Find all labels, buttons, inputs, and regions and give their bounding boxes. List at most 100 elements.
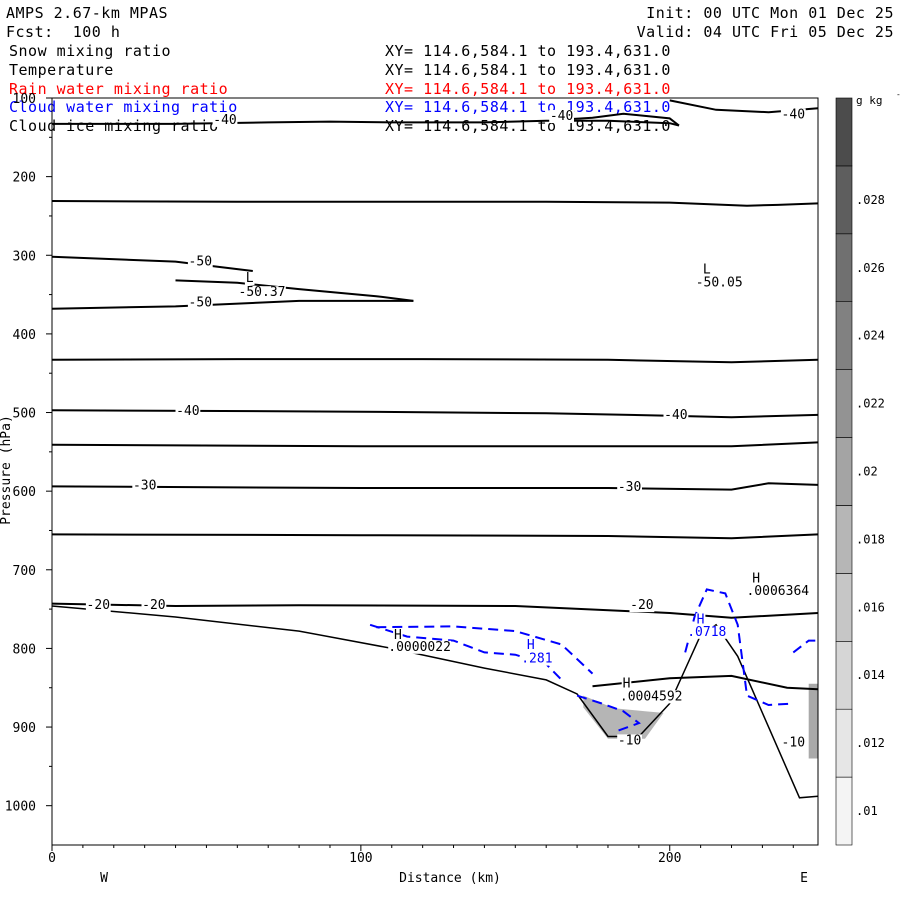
colorbar-bin [835, 97, 853, 167]
direction-east: E [800, 871, 808, 886]
field-name: Rain water mixing ratio [9, 80, 229, 98]
contour-label: -40 [213, 113, 236, 128]
colorbar-label: .022 [856, 397, 885, 411]
colorbar-label: .018 [856, 532, 885, 546]
colorbar-bin [835, 708, 853, 778]
contour-label: -10 [618, 733, 641, 748]
annotation-bg [746, 585, 810, 598]
colorbar: .01 .012 .014 .016 .018 .02 .022 .024 .026 .028 g … [835, 90, 900, 846]
contour-label: -10 [782, 736, 805, 751]
contour-label: -20 [142, 598, 165, 613]
cloud-ice-shading-layer [583, 683, 818, 759]
temperature-contour [51, 602, 819, 619]
contour-label: -50 [189, 295, 212, 310]
annotation-bg [695, 276, 743, 290]
colorbar-bin [835, 437, 853, 506]
annotation-bg [663, 408, 689, 422]
annotation-bg [780, 108, 806, 122]
x-tick-label: 200 [658, 851, 681, 866]
annotation-bg [617, 481, 642, 495]
annotation-bg [187, 296, 213, 310]
contour-label: H [527, 638, 535, 653]
temperature-contour [51, 200, 819, 207]
temperature-contour [51, 441, 819, 448]
annotation-bg [212, 113, 238, 127]
annotation-bg [388, 640, 451, 654]
annotation-bg [520, 652, 554, 666]
y-tick-label: 600 [13, 485, 36, 500]
contour-label: -30 [133, 479, 156, 494]
contour-label: H [752, 571, 760, 586]
cloud-ice-shade [583, 695, 664, 739]
y-tick-label: 200 [13, 171, 36, 186]
colorbar-label: .024 [856, 329, 885, 343]
contour-label: -40 [664, 408, 687, 423]
annotation-bg [751, 572, 761, 586]
annotation-bg [526, 639, 536, 653]
cloud-ice-shade [808, 683, 818, 759]
temperature-contour [555, 112, 680, 127]
colorbar-label: .012 [856, 736, 885, 750]
forecast-hour: Fcst: 100 h [6, 23, 121, 41]
y-tick-label: 700 [13, 564, 36, 579]
colorbar-bin [835, 369, 853, 438]
annotation-bg [141, 599, 167, 613]
annotation-bg [393, 629, 403, 642]
cloud-water-contour [576, 694, 641, 732]
colorbar-label: .028 [856, 193, 885, 207]
annotation-bg [702, 263, 712, 277]
annotation-bg [175, 404, 201, 418]
contour-label: -50.05 [696, 276, 743, 291]
annotation-bg [617, 734, 642, 748]
annotation-bg [695, 613, 706, 627]
plot-frame [51, 97, 819, 846]
y-tick-label: 900 [13, 721, 36, 736]
field-name: Cloud water mixing ratio [9, 98, 238, 116]
y-tick-label: 300 [13, 249, 36, 264]
colorbar-bin [835, 301, 853, 370]
y-axis-label: Pressure (hPa) [0, 415, 14, 525]
annotation-bg [621, 677, 632, 691]
annotation-bg [686, 625, 727, 639]
contour-label: .0000022 [388, 640, 451, 655]
temperature-contour [51, 533, 819, 540]
x-tick-label: 100 [349, 851, 372, 866]
colorbar-bin [835, 776, 853, 846]
cloud-water-contour [684, 588, 794, 707]
contour-label: -40 [782, 107, 805, 122]
valid-time: Valid: 04 UTC Fri 05 Dec 25 [636, 23, 894, 41]
init-time: Init: 00 UTC Mon 01 Dec 25 [646, 4, 894, 22]
colorbar-label: .01 [856, 804, 878, 818]
annotation-bg [780, 736, 806, 750]
temperature-contour [51, 482, 819, 491]
x-axis-label: Distance (km) [399, 871, 501, 886]
colorbar-bin [835, 233, 853, 303]
field-name: Cloud ice mixing ratio [9, 117, 219, 135]
temperature-contour [175, 279, 414, 302]
contour-label: L [703, 262, 711, 277]
temperature-contour [51, 409, 819, 419]
cloud-water-layer [369, 588, 818, 732]
field-xy: XY= 114.6,584.1 to 193.4,631.0 [385, 80, 671, 98]
contour-label: .0004592 [620, 689, 683, 704]
annotation-bg [244, 272, 255, 285]
contour-label: .281 [521, 652, 552, 667]
y-tick-label: 500 [13, 407, 36, 422]
annotation-bg [85, 599, 111, 613]
annotation-bg [238, 286, 286, 300]
cloud-water-contour [792, 639, 818, 654]
colorbar-label: .02 [856, 465, 878, 479]
model-title: AMPS 2.67-km MPAS [6, 4, 169, 22]
contour-label: L [246, 271, 254, 286]
y-tick-label: 800 [13, 642, 36, 657]
temperature-contour [51, 255, 253, 272]
colorbar-label: .026 [856, 261, 885, 275]
contour-label: H [394, 628, 402, 643]
annotation-bg [629, 599, 655, 613]
field-xy: XY= 114.6,584.1 to 193.4,631.0 [385, 42, 671, 60]
colorbar-bin [835, 573, 853, 642]
annotation-bg [619, 690, 683, 704]
colorbar-label: .016 [856, 600, 885, 614]
contour-label: -40 [176, 404, 199, 419]
